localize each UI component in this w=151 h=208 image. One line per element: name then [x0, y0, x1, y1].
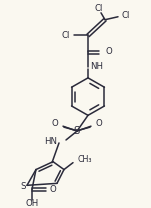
Text: Cl: Cl — [62, 31, 70, 40]
Text: Cl: Cl — [95, 4, 103, 13]
Text: S: S — [74, 126, 80, 136]
Text: O: O — [96, 119, 103, 128]
Text: CH₃: CH₃ — [77, 155, 92, 164]
Text: O: O — [106, 47, 113, 56]
Text: O: O — [51, 119, 58, 128]
Text: S: S — [21, 182, 26, 191]
Text: OH: OH — [25, 199, 39, 208]
Text: O: O — [49, 185, 56, 194]
Text: Cl: Cl — [121, 11, 129, 20]
Text: NH: NH — [90, 62, 103, 71]
Text: HN: HN — [44, 137, 57, 146]
